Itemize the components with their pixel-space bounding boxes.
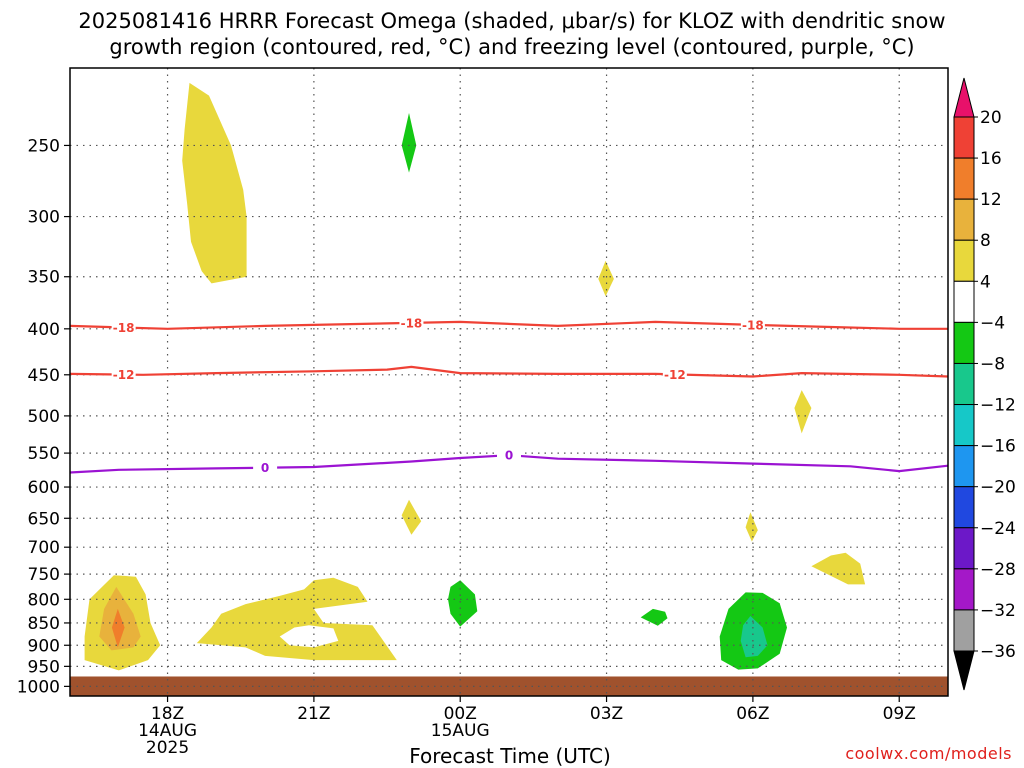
colorbar-segment — [953, 116, 975, 159]
colorbar-label: 8 — [980, 231, 991, 251]
colorbar-segment — [953, 404, 975, 447]
colorbar-top-arrow — [953, 77, 975, 118]
contour-label-bg — [253, 459, 278, 475]
contour-label: 0 — [261, 461, 269, 475]
colorbar-segment — [953, 568, 975, 611]
contour-label-bg — [111, 319, 136, 335]
omega-shaded-region — [279, 625, 339, 648]
ground-surface — [70, 676, 948, 696]
chart-title-line1: 2025081416 HRRR Forecast Omega (shaded, … — [78, 9, 946, 33]
x-tick-label: 00Z — [444, 704, 477, 724]
colorbar-label: −24 — [980, 519, 1016, 539]
colorbar-label: 16 — [980, 149, 1002, 169]
omega-shaded-region — [401, 499, 422, 535]
colorbar-label: −36 — [980, 642, 1016, 662]
omega-shaded-region — [598, 260, 614, 297]
x-tick-label: 06Z — [736, 704, 769, 724]
colorbar-segment — [953, 445, 975, 488]
colorbar-label: −12 — [980, 396, 1016, 416]
y-tick-label: 650 — [28, 509, 60, 529]
x-tick-label: 18Z — [151, 704, 184, 724]
y-tick-label: 700 — [28, 538, 60, 558]
y-tick-label: 550 — [28, 444, 60, 464]
y-tick-label: 500 — [28, 407, 60, 427]
y-tick-label: 400 — [28, 320, 60, 340]
y-tick-label: 450 — [28, 366, 60, 386]
contour-label: -12 — [113, 368, 135, 382]
omega-shaded-region — [401, 112, 417, 173]
colorbar-label: −16 — [980, 437, 1016, 457]
omega-shaded-region — [182, 82, 247, 284]
colorbar-segment — [953, 362, 975, 406]
contour-label-bg — [399, 314, 424, 330]
x-tick-label: 2025 — [146, 738, 189, 758]
colorbar-label: −4 — [980, 313, 1005, 333]
contour-label: -12 — [664, 368, 686, 382]
contour-label-bg — [740, 316, 765, 332]
colorbar-label: −28 — [980, 560, 1016, 580]
omega-shaded-region — [811, 552, 866, 585]
contour-label-bg — [662, 366, 687, 382]
x-axis-label: Forecast Time (UTC) — [409, 744, 611, 768]
contour-label: 0 — [505, 449, 513, 463]
colorbar-segment — [953, 280, 975, 323]
contour-dgz_minus18 — [69, 320, 948, 330]
plot-frame — [69, 67, 949, 697]
contour-label: -18 — [401, 316, 423, 330]
chart-title: 2025081416 HRRR Forecast Omega (shaded, … — [0, 8, 1024, 60]
y-tick-label: 800 — [28, 590, 60, 610]
colorbar-segment — [953, 486, 975, 529]
contour-label-bg — [497, 447, 521, 463]
omega-shaded-region — [196, 577, 397, 661]
x-tick-label: 14AUG — [138, 721, 197, 741]
colorbar-label: 20 — [980, 108, 1002, 128]
colorbar-label: −20 — [980, 478, 1016, 498]
y-tick-label: 1000 — [17, 677, 60, 697]
colorbar-segment — [953, 239, 975, 282]
omega-shaded-region — [794, 390, 812, 434]
y-tick-label: 750 — [28, 565, 60, 585]
contour-dgz_minus12 — [69, 365, 949, 378]
contour-label-bg — [111, 366, 136, 382]
y-tick-label: 600 — [28, 478, 60, 498]
x-tick-label: 15AUG — [431, 721, 490, 741]
colorbar-segment — [953, 157, 975, 200]
omega-shaded-region — [448, 580, 478, 627]
omega-shaded-region — [745, 512, 758, 542]
chart-title-line2: growth region (contoured, red, °C) and f… — [109, 35, 915, 59]
omega-shaded-region — [111, 608, 125, 648]
contour-label: -18 — [113, 321, 135, 335]
y-tick-label: 350 — [28, 268, 60, 288]
omega-shaded-region — [740, 616, 768, 658]
colorbar-label: 12 — [980, 190, 1002, 210]
y-tick-label: 300 — [28, 208, 60, 228]
colorbar-segment — [953, 198, 975, 241]
colorbar-segment — [953, 321, 975, 364]
y-tick-label: 950 — [28, 657, 60, 677]
omega-shaded-region — [640, 608, 668, 626]
colorbar-label: −8 — [980, 354, 1005, 374]
colorbar-segment — [953, 609, 975, 652]
credit-link[interactable]: coolwx.com/models — [845, 744, 1012, 763]
y-tick-label: 250 — [28, 136, 60, 156]
y-tick-label: 900 — [28, 636, 60, 656]
colorbar-bottom-arrow — [953, 650, 975, 691]
contour-label: -18 — [742, 318, 764, 332]
x-tick-label: 09Z — [883, 704, 916, 724]
colorbar-segment — [953, 527, 975, 570]
y-tick-label: 850 — [28, 614, 60, 634]
colorbar-label: −32 — [980, 601, 1016, 621]
x-tick-label: 21Z — [297, 704, 330, 724]
colorbar-label: 4 — [980, 272, 991, 292]
x-tick-label: 03Z — [590, 704, 623, 724]
